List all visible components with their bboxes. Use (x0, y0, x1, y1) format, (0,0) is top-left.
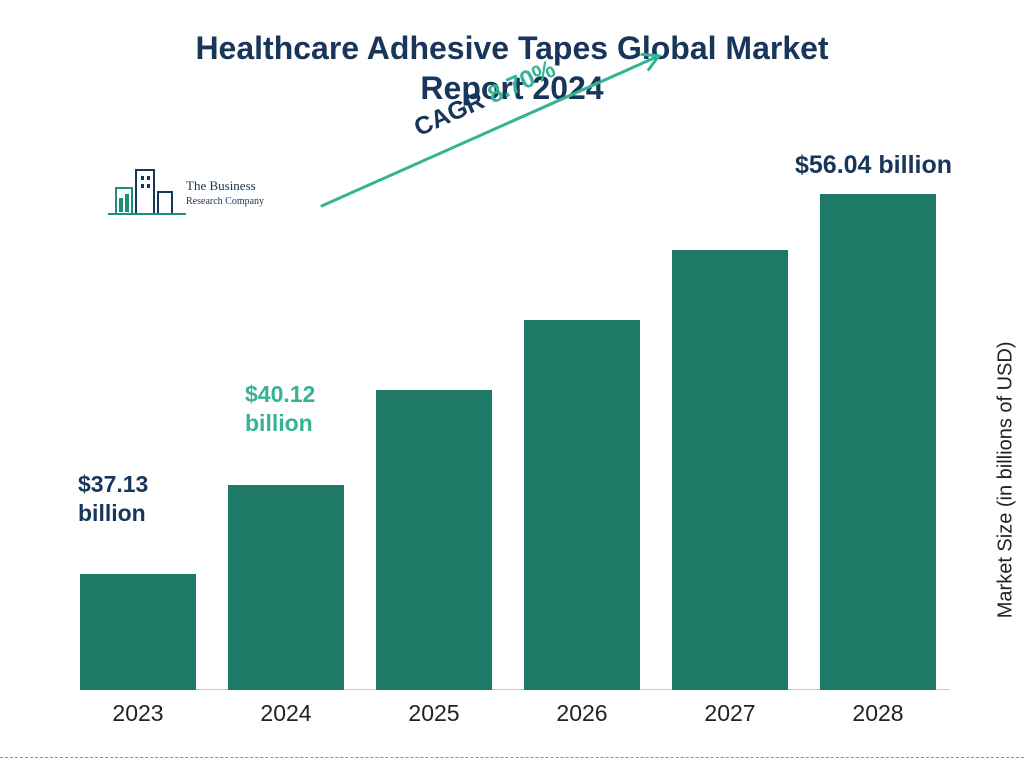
bar-2027 (672, 250, 788, 690)
bar-2026 (524, 320, 640, 690)
x-axis-label: 2023 (80, 700, 196, 727)
value-label: $40.12billion (245, 380, 315, 438)
x-axis-label: 2026 (524, 700, 640, 727)
footer-divider (0, 757, 1024, 758)
chart-title-line1: Healthcare Adhesive Tapes Global Market (0, 28, 1024, 68)
value-label: $56.04 billion (795, 150, 952, 181)
bar-2025 (376, 390, 492, 690)
bar-chart (80, 150, 950, 690)
value-label: $37.13billion (78, 470, 148, 528)
x-axis-label: 2027 (672, 700, 788, 727)
bar-2028 (820, 194, 936, 690)
bar-2024 (228, 485, 344, 690)
x-axis-label: 2028 (820, 700, 936, 727)
x-axis-label: 2025 (376, 700, 492, 727)
y-axis-label: Market Size (in billions of USD) (995, 342, 1018, 619)
x-axis-label: 2024 (228, 700, 344, 727)
bar-2023 (80, 574, 196, 690)
